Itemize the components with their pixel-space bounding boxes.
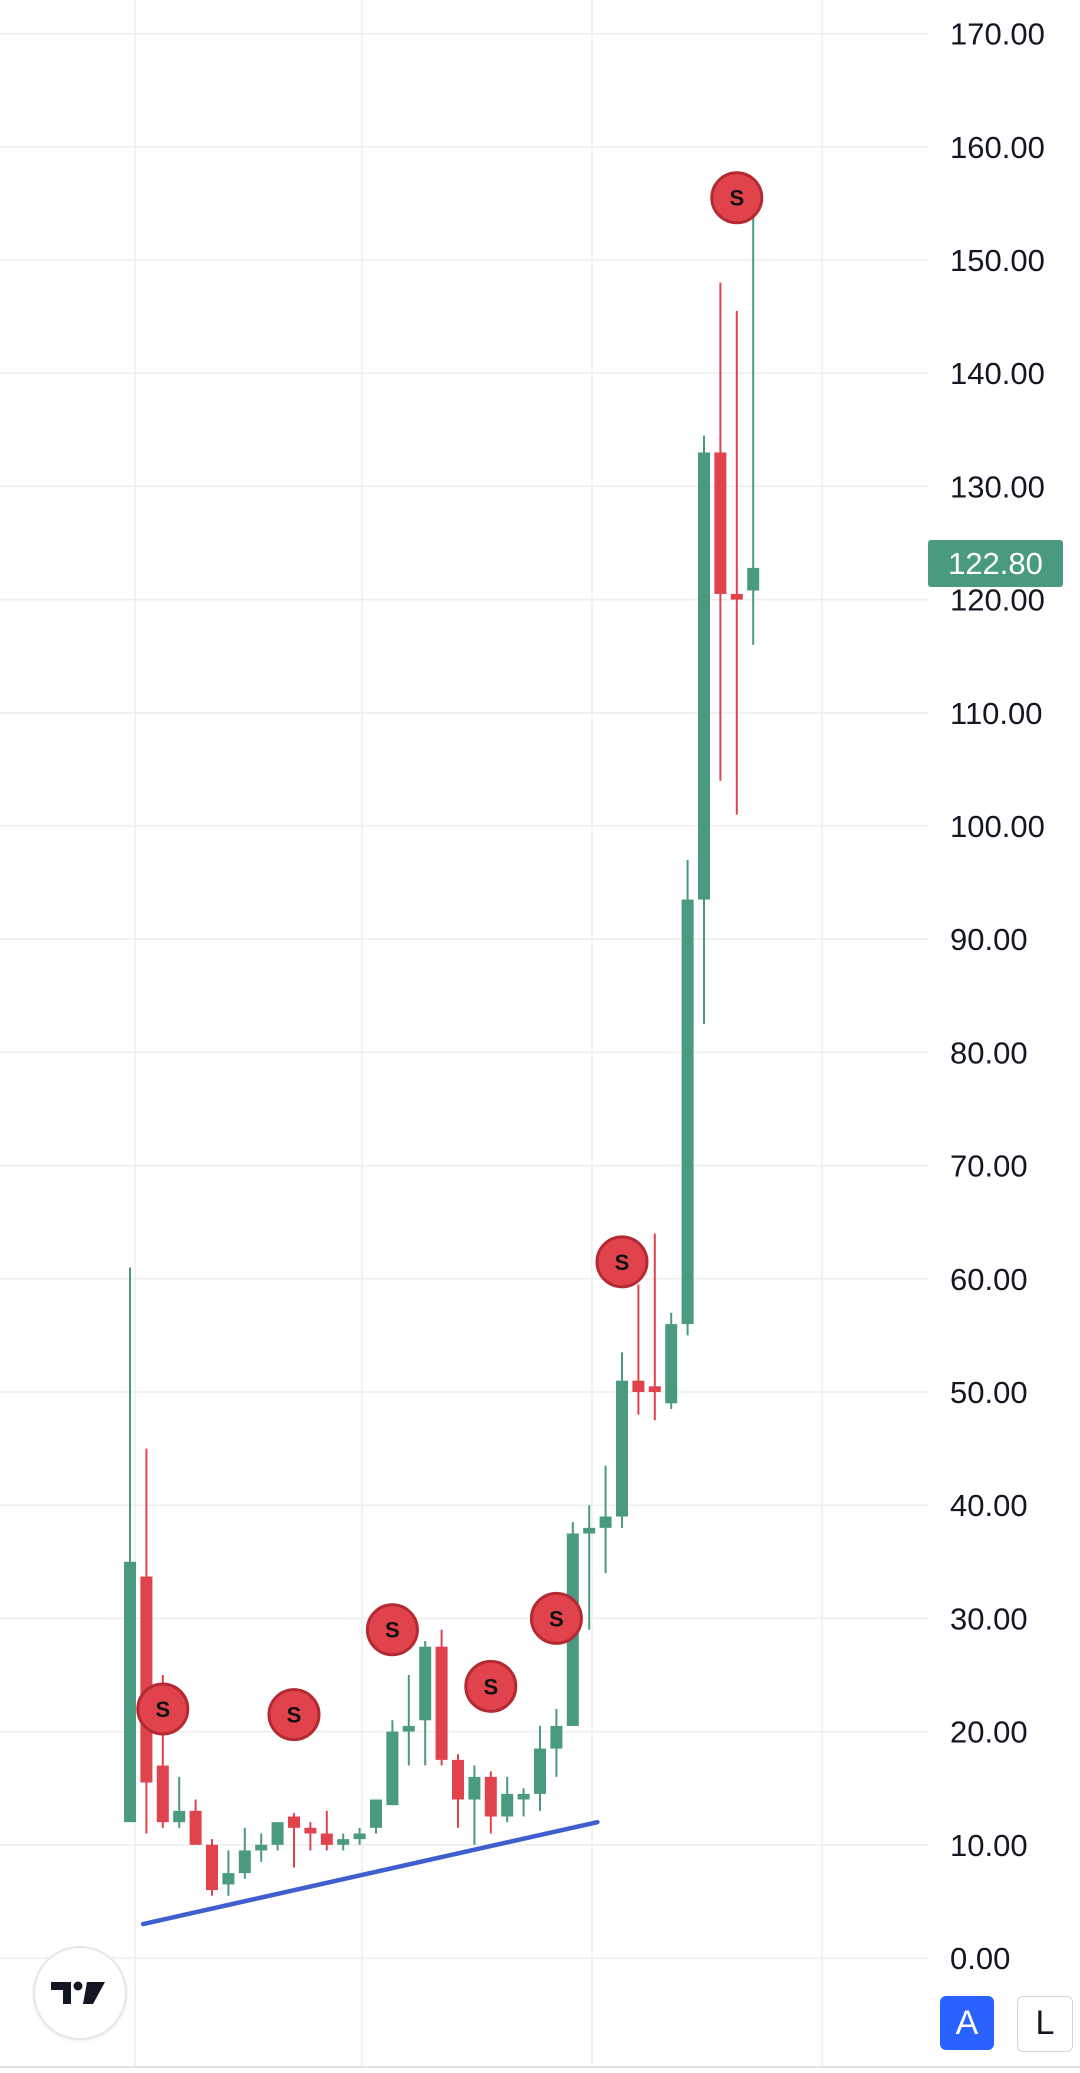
tradingview-logo-icon	[51, 1981, 105, 2004]
candle-body	[714, 452, 727, 594]
candle-body	[320, 1833, 333, 1845]
y-axis-tick-label: 0.00	[950, 1941, 1010, 1976]
sell-signal-marker	[595, 1235, 649, 1289]
y-axis-tick-label: 110.00	[950, 696, 1043, 731]
candle-body	[468, 1776, 481, 1800]
sell-signal-marker	[710, 171, 764, 225]
y-axis-tick-label: 60.00	[950, 1262, 1028, 1297]
sell-signal-label: S	[155, 1697, 170, 1722]
candle-body	[206, 1844, 218, 1891]
candle-body	[599, 1516, 612, 1528]
candle-body	[534, 1748, 546, 1794]
candle-body	[698, 452, 710, 900]
candle-body	[419, 1646, 432, 1721]
candle-body	[648, 1386, 661, 1392]
candle-body	[517, 1793, 530, 1800]
candle-body	[550, 1725, 563, 1749]
candle-body	[238, 1850, 251, 1874]
candle-body	[222, 1873, 235, 1885]
candle-body	[435, 1646, 448, 1760]
y-axis-tick-label: 10.00	[950, 1828, 1028, 1863]
candle-body	[501, 1793, 514, 1817]
y-axis-tick-label: 80.00	[950, 1035, 1028, 1070]
candle-body	[402, 1725, 415, 1732]
candle-body	[271, 1822, 284, 1845]
sell-signal-label: S	[729, 186, 744, 211]
candle-body	[583, 1527, 596, 1534]
candle-body	[189, 1810, 202, 1845]
candle-body	[484, 1776, 497, 1817]
candle-body	[370, 1799, 382, 1828]
trendline	[140, 1819, 600, 1927]
sell-signal-label: S	[287, 1703, 302, 1728]
candle-body	[730, 593, 743, 600]
y-axis-tick-label: 20.00	[950, 1715, 1028, 1750]
candle-body	[616, 1380, 628, 1517]
sell-signal-label: S	[615, 1250, 630, 1275]
candle-body	[632, 1380, 645, 1392]
candle-body	[255, 1844, 268, 1851]
candle-body	[173, 1810, 186, 1823]
candle-body	[681, 899, 694, 1325]
y-axis-tick-label: 40.00	[950, 1488, 1028, 1523]
y-axis-tick-label: 50.00	[950, 1375, 1028, 1410]
bottom-divider	[0, 2066, 1080, 2068]
candle-body	[304, 1827, 317, 1834]
y-axis-tick-label: 70.00	[950, 1149, 1028, 1184]
y-axis-tick-label: 100.00	[950, 809, 1045, 844]
candle-body	[386, 1731, 399, 1806]
auto-scale-button[interactable]: A	[940, 1996, 994, 2050]
y-axis-tick-label: 160.00	[950, 130, 1045, 165]
sell-signal-marker	[529, 1591, 583, 1645]
candle-body	[124, 1561, 136, 1823]
y-axis-tick-label: 90.00	[950, 922, 1028, 957]
y-axis-tick-label: 140.00	[950, 356, 1045, 391]
current-price-label: 122.80	[928, 540, 1063, 587]
y-axis-tick-label: 30.00	[950, 1601, 1028, 1636]
sell-signal-marker	[267, 1688, 321, 1742]
tradingview-logo[interactable]	[33, 1946, 127, 2040]
candle-body	[452, 1759, 464, 1800]
y-axis-tick-label: 170.00	[950, 17, 1045, 52]
sell-signal-label: S	[549, 1606, 564, 1631]
candle-body	[156, 1765, 169, 1823]
sell-signal-marker	[464, 1659, 518, 1713]
sell-signal-label: S	[483, 1674, 498, 1699]
y-axis-tick-label: 130.00	[950, 469, 1045, 504]
candle-body	[665, 1324, 678, 1404]
candle-body	[337, 1839, 350, 1845]
sell-signal-marker	[365, 1603, 419, 1657]
candle-body	[747, 567, 760, 591]
candle-body	[288, 1816, 300, 1828]
candle-body	[353, 1833, 366, 1840]
candle-body	[140, 1576, 153, 1783]
log-scale-button[interactable]: L	[1017, 1996, 1073, 2052]
y-axis-tick-label: 150.00	[950, 243, 1045, 278]
y-axis-tick-label: 120.00	[950, 583, 1045, 618]
sell-signal-label: S	[385, 1618, 400, 1643]
sell-signal-marker	[136, 1682, 190, 1736]
